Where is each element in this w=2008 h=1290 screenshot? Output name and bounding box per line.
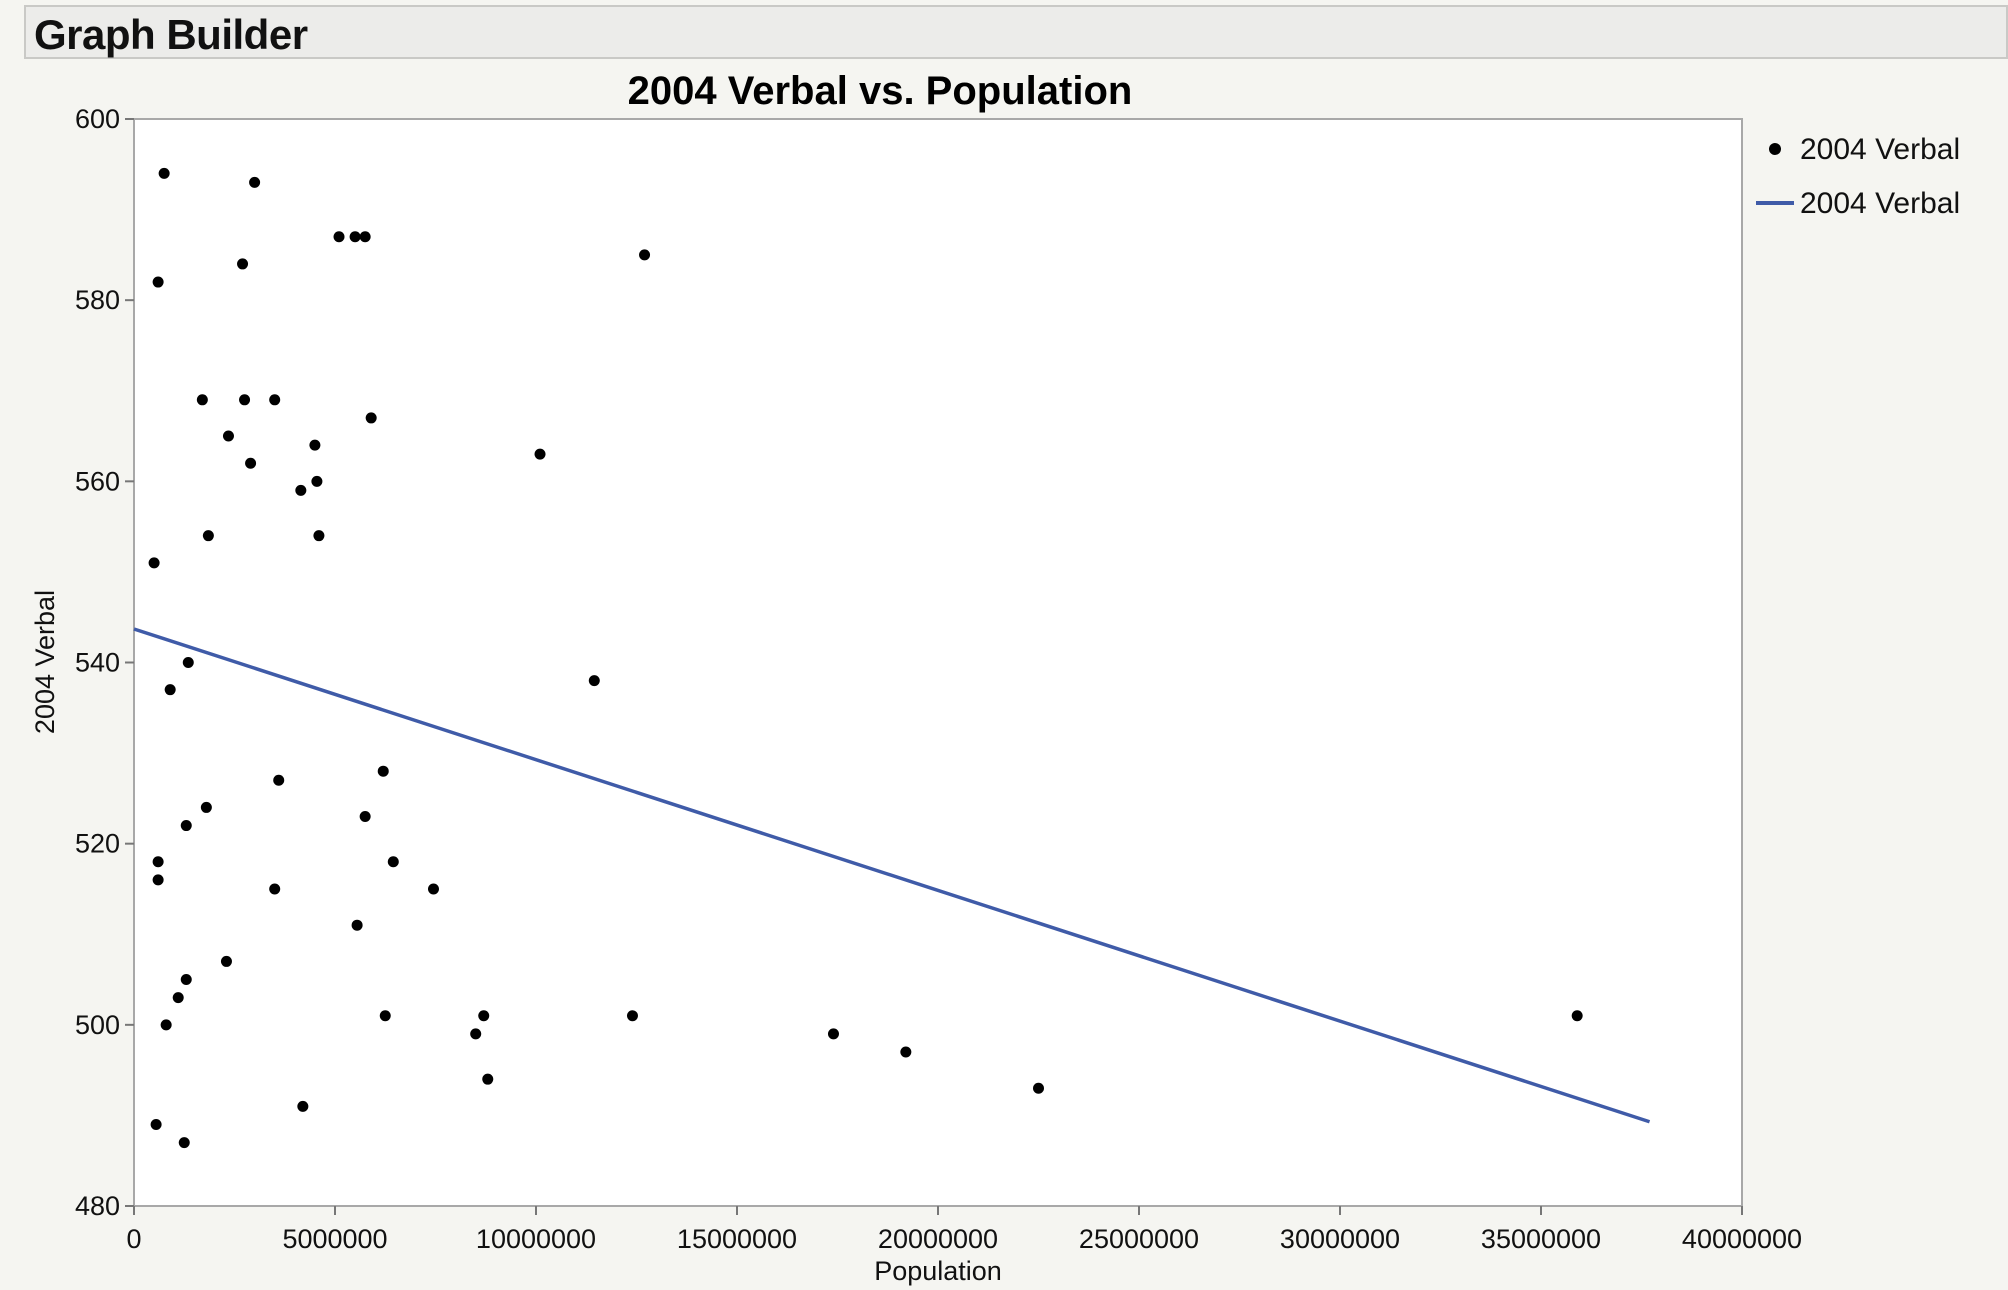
data-point — [309, 439, 321, 451]
data-point — [351, 919, 363, 931]
data-point — [311, 475, 323, 487]
data-point — [427, 883, 439, 895]
data-point — [349, 231, 361, 243]
data-point — [148, 557, 160, 569]
data-point — [245, 457, 257, 469]
data-point — [588, 675, 600, 687]
legend-label: 2004 Verbal — [1800, 187, 1960, 220]
y-tick-label: 600 — [75, 104, 120, 134]
chart-title: 2004 Verbal vs. Population — [628, 69, 1133, 113]
graph-builder-header: Graph Builder — [24, 5, 2008, 59]
data-point — [1033, 1082, 1044, 1094]
data-point — [900, 1046, 912, 1058]
x-tick-label: 40000000 — [1682, 1224, 1802, 1254]
data-point — [222, 430, 234, 442]
data-point — [196, 394, 208, 406]
legend: 2004 Verbal 2004 Verbal — [1756, 133, 1960, 220]
data-point — [172, 992, 184, 1004]
data-point — [333, 231, 345, 243]
data-point — [639, 249, 651, 261]
data-point — [365, 412, 377, 424]
data-point — [269, 394, 281, 406]
x-tick-label: 10000000 — [476, 1224, 596, 1254]
y-axis: 480 500 520 540 560 580 600 — [75, 104, 134, 1221]
data-point — [182, 657, 194, 668]
data-point — [239, 394, 251, 406]
data-point — [178, 1137, 190, 1149]
data-points-layer — [148, 167, 1583, 1149]
y-tick-label: 560 — [75, 466, 120, 496]
data-point — [387, 856, 399, 868]
x-tick-label: 0 — [126, 1224, 141, 1254]
data-point — [164, 684, 176, 696]
data-point — [1571, 1010, 1583, 1022]
data-point — [377, 765, 389, 777]
data-point — [160, 1019, 172, 1031]
data-point — [180, 820, 192, 832]
fit-line-layer — [133, 627, 1651, 1124]
data-point — [359, 810, 371, 822]
x-axis-label: Population — [874, 1256, 1002, 1286]
data-point — [202, 530, 214, 542]
y-axis-label: 2004 Verbal — [30, 590, 60, 734]
data-point — [482, 1073, 494, 1085]
fit-line — [133, 627, 1651, 1124]
x-tick-label: 20000000 — [878, 1224, 998, 1254]
data-point — [220, 955, 232, 967]
x-tick-label: 25000000 — [1079, 1224, 1199, 1254]
data-point — [470, 1028, 482, 1040]
data-point — [297, 1100, 309, 1112]
y-tick-label: 500 — [75, 1010, 120, 1040]
x-tick-label: 5000000 — [282, 1224, 387, 1254]
x-tick-label: 35000000 — [1481, 1224, 1601, 1254]
data-point — [478, 1010, 490, 1022]
graph-builder-title: Graph Builder — [34, 11, 308, 58]
data-point — [237, 258, 249, 270]
x-axis: 0 5000000 10000000 15000000 20000000 25000000… — [126, 1206, 1802, 1254]
data-point — [379, 1010, 391, 1022]
legend-point-swatch — [1769, 143, 1781, 155]
data-point — [295, 484, 307, 496]
plot-area — [133, 118, 1743, 1207]
y-tick-label: 580 — [75, 285, 120, 315]
y-tick-label: 520 — [75, 829, 120, 859]
data-point — [158, 167, 170, 179]
x-tick-label: 15000000 — [677, 1224, 797, 1254]
data-point — [180, 974, 192, 986]
legend-label: 2004 Verbal — [1800, 133, 1960, 166]
x-tick-label: 30000000 — [1280, 1224, 1400, 1254]
data-point — [313, 530, 325, 542]
data-point — [200, 801, 212, 813]
y-tick-label: 540 — [75, 648, 120, 678]
data-point — [269, 883, 281, 895]
data-point — [359, 231, 371, 243]
data-point — [152, 856, 164, 868]
y-tick-label: 480 — [75, 1191, 120, 1221]
data-point — [150, 1118, 162, 1130]
data-point — [152, 276, 164, 288]
data-point — [534, 448, 546, 460]
data-point — [626, 1010, 638, 1022]
data-point — [152, 874, 164, 886]
data-point — [273, 774, 285, 786]
data-point — [827, 1028, 839, 1040]
data-point — [249, 176, 261, 188]
